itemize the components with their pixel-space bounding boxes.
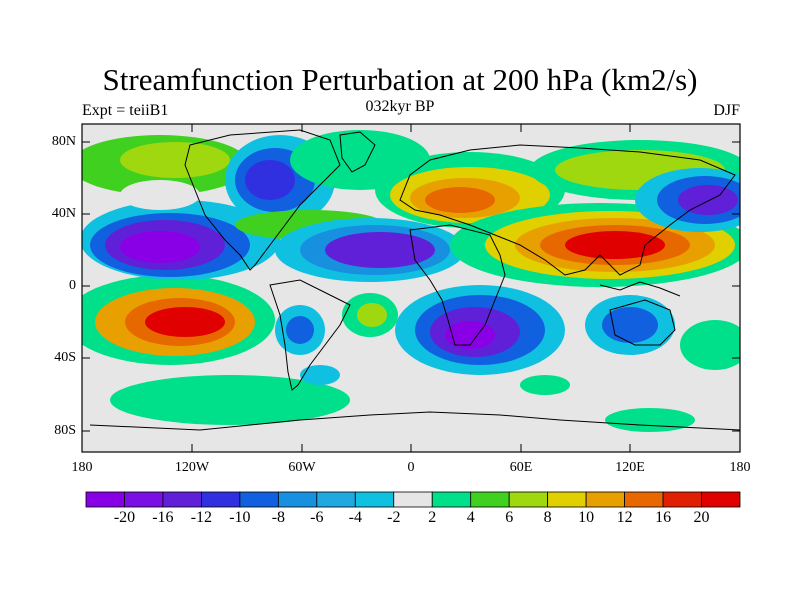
australia-coast (609, 299, 676, 346)
colorbar-label: 16 (655, 509, 672, 526)
colorbar-label: 2 (428, 509, 437, 526)
africa-coast (409, 224, 506, 346)
colorbar-label: -8 (271, 509, 286, 526)
lon-label: 60W (288, 460, 316, 475)
colorbar-label: -10 (229, 509, 251, 526)
colorbar-swatch (277, 491, 318, 508)
colorbar-label: -12 (190, 509, 213, 526)
anomaly-field (82, 130, 740, 432)
maritime-continent-coast (599, 281, 681, 297)
colorbar-label: 8 (543, 509, 552, 526)
colorbar-swatch (85, 491, 125, 508)
experiment-label: Expt = teiiB1 (82, 102, 169, 119)
colorbar-swatch (470, 491, 510, 508)
lat-label: 40N (51, 206, 76, 221)
season-label: DJF (713, 102, 740, 119)
colorbar-swatch (239, 491, 279, 508)
coastlines (89, 129, 740, 431)
colorbar-swatch (585, 491, 625, 508)
colorbar-swatch (162, 491, 202, 508)
lat-label: 80N (51, 134, 76, 149)
south-america-coast (269, 279, 351, 391)
colorbar-swatch (431, 491, 472, 508)
lon-label: 180 (71, 460, 93, 475)
colorbar-label: 6 (505, 509, 514, 526)
colorbar (85, 491, 741, 508)
colorbar-swatch (393, 491, 433, 508)
colorbar-label: 4 (466, 509, 475, 526)
lon-label: 120W (174, 460, 210, 475)
colorbar-label: -4 (348, 509, 362, 526)
colorbar-label: -20 (113, 509, 136, 526)
map-title: Streamfunction Perturbation at 200 hPa (… (102, 62, 698, 97)
colorbar-swatch (662, 491, 702, 508)
colorbar-swatch (624, 491, 664, 508)
lat-label: 0 (69, 278, 76, 293)
colorbar-label: -6 (310, 509, 324, 526)
lon-label: 120E (615, 460, 645, 475)
greenland-coast (339, 131, 376, 173)
north-america-coast (184, 129, 341, 271)
period-label: 032kyr BP (365, 98, 435, 115)
colorbar-swatch (701, 491, 741, 508)
antarctica-coast (89, 411, 740, 431)
colorbar-swatch (316, 491, 356, 508)
colorbar-label: 20 (693, 509, 710, 526)
axis-ticks (82, 124, 740, 452)
colorbar-swatch (124, 491, 164, 508)
lon-label: 180 (729, 460, 751, 475)
colorbar-swatch (547, 491, 587, 508)
colorbar-swatch (201, 491, 241, 508)
colorbar-label: 10 (578, 509, 595, 526)
lon-label: 0 (407, 460, 415, 475)
lat-label: 80S (54, 423, 76, 438)
colorbar-swatch (508, 491, 549, 508)
eurasia-coast (399, 144, 736, 276)
colorbar-swatch (354, 491, 395, 508)
colorbar-label: -16 (152, 509, 174, 526)
lon-label: 60E (509, 460, 533, 475)
lat-label: 40S (54, 350, 76, 365)
colorbar-label: 12 (616, 509, 633, 526)
colorbar-label: -2 (387, 509, 401, 526)
